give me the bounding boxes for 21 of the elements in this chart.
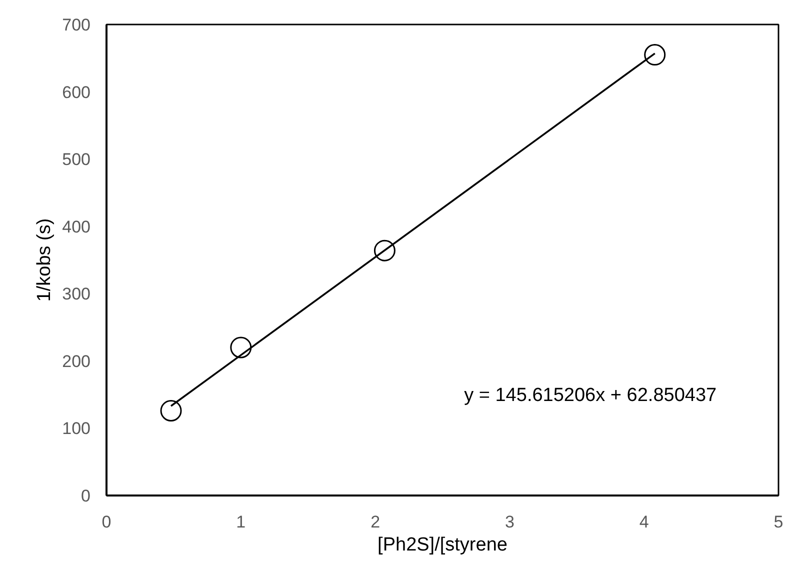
x-axis-title: [Ph2S]/[styrene: [378, 534, 508, 556]
y-tick-label: 100: [62, 419, 91, 438]
point: [644, 44, 666, 66]
y-tick-label: 600: [62, 82, 91, 102]
x-tick-label: 2: [370, 512, 380, 532]
y-tick-label: 400: [62, 217, 91, 236]
point: [160, 400, 182, 422]
x-tick-label: 0: [102, 512, 112, 532]
x-tick-label: 3: [504, 512, 514, 532]
point: [230, 336, 252, 358]
y-axis-title: 1/kobs (s): [34, 218, 56, 302]
x-tick-label: 1: [236, 512, 246, 532]
y-tick-label: 0: [81, 486, 91, 506]
point: [374, 240, 396, 262]
y-tick-label: 700: [62, 16, 91, 34]
annotation: y = 145.615206x + 62.850437: [464, 385, 717, 406]
y-tick-label: 300: [62, 284, 91, 304]
x-tick-label: 4: [639, 512, 649, 532]
y-tick-label: 500: [62, 150, 91, 170]
y-tick-label: 200: [62, 352, 91, 371]
x-tick-label: 5: [774, 512, 784, 532]
